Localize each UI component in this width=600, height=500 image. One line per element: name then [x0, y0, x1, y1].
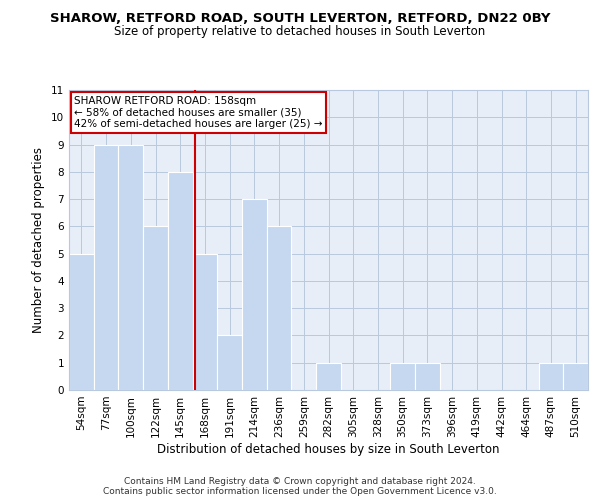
Text: SHAROW, RETFORD ROAD, SOUTH LEVERTON, RETFORD, DN22 0BY: SHAROW, RETFORD ROAD, SOUTH LEVERTON, RE…: [50, 12, 550, 26]
Y-axis label: Number of detached properties: Number of detached properties: [32, 147, 46, 333]
Bar: [316, 362, 341, 390]
Bar: [143, 226, 168, 390]
Bar: [94, 144, 118, 390]
Bar: [267, 226, 292, 390]
Text: Contains public sector information licensed under the Open Government Licence v3: Contains public sector information licen…: [103, 487, 497, 496]
Text: SHAROW RETFORD ROAD: 158sqm
← 58% of detached houses are smaller (35)
42% of sem: SHAROW RETFORD ROAD: 158sqm ← 58% of det…: [74, 96, 323, 129]
Bar: [69, 254, 94, 390]
Bar: [242, 199, 267, 390]
Bar: [168, 172, 193, 390]
Bar: [193, 254, 217, 390]
Bar: [415, 362, 440, 390]
Bar: [217, 336, 242, 390]
Text: Contains HM Land Registry data © Crown copyright and database right 2024.: Contains HM Land Registry data © Crown c…: [124, 477, 476, 486]
Bar: [539, 362, 563, 390]
Text: Size of property relative to detached houses in South Leverton: Size of property relative to detached ho…: [115, 25, 485, 38]
Bar: [118, 144, 143, 390]
Bar: [390, 362, 415, 390]
Bar: [563, 362, 588, 390]
X-axis label: Distribution of detached houses by size in South Leverton: Distribution of detached houses by size …: [157, 442, 500, 456]
